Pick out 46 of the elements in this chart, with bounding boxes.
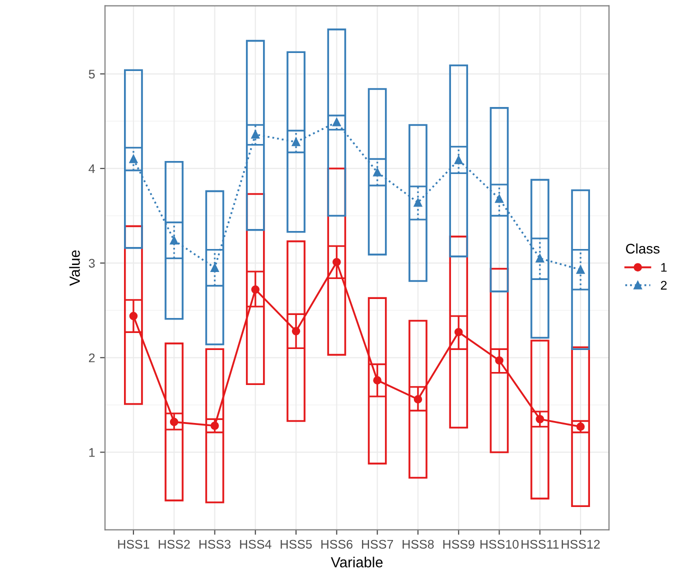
point <box>454 156 463 164</box>
point <box>536 414 544 424</box>
point <box>251 285 260 294</box>
point <box>495 356 504 365</box>
point <box>129 312 138 320</box>
y-tick-label: 5 <box>88 70 95 79</box>
point <box>536 254 544 262</box>
point <box>210 264 219 272</box>
point <box>576 266 585 274</box>
x-tick-label: HSS10 <box>480 540 519 549</box>
point <box>576 422 585 431</box>
x-tick-label: HSS11 <box>522 540 559 549</box>
legend-label: 1 <box>661 263 667 272</box>
point <box>495 194 504 203</box>
point <box>332 118 341 126</box>
y-tick-label: 1 <box>89 448 95 457</box>
point <box>332 258 341 266</box>
x-tick-label: HSS5 <box>280 540 312 549</box>
x-tick-label: HSS8 <box>402 540 434 549</box>
point <box>414 198 422 207</box>
point <box>129 154 138 164</box>
x-tick-label: HSS6 <box>321 540 352 549</box>
y-tick-label: 3 <box>88 258 95 268</box>
legend-title: Class <box>626 243 660 254</box>
y-tick-label: 4 <box>88 164 95 174</box>
x-tick-label: HSS2 <box>158 540 190 549</box>
point <box>373 168 382 176</box>
legend-label: 2 <box>660 280 667 290</box>
point <box>251 130 260 139</box>
x-axis-title: Variable <box>330 556 383 568</box>
y-axis-title: Value <box>69 250 80 286</box>
point <box>414 395 422 404</box>
x-tick-label: HSS12 <box>562 540 600 549</box>
point <box>454 328 463 336</box>
point <box>292 138 300 146</box>
x-tick-label: HSS3 <box>199 540 231 549</box>
point <box>170 418 178 426</box>
point <box>292 326 300 336</box>
x-tick-label: HSS9 <box>443 540 474 549</box>
x-tick-label: HSS7 <box>362 540 394 549</box>
x-tick-label: HSS4 <box>240 540 272 549</box>
y-tick-label: 2 <box>88 353 95 362</box>
point <box>170 236 178 245</box>
x-tick-label: HSS1 <box>118 540 150 549</box>
point <box>210 422 219 430</box>
point <box>373 376 382 385</box>
